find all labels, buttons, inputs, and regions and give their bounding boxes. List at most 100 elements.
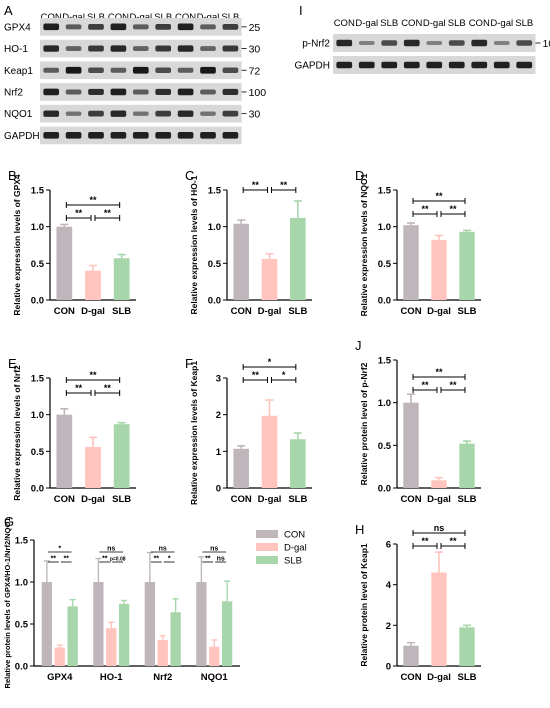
y-tick-label: 0.5: [378, 259, 392, 270]
bar-con: [56, 414, 73, 488]
blot-band: [177, 88, 194, 96]
x-tick-label: CON: [400, 306, 421, 317]
protein-label: GAPDH: [4, 131, 40, 142]
chart-panel-c: C 0.0 0.5 1.0 1.5 Relative expression levels …: [185, 168, 312, 317]
blot-band: [65, 111, 82, 116]
blot-band: [110, 45, 127, 52]
mw-label: 100: [543, 38, 550, 50]
y-tick-label: 0: [386, 662, 391, 673]
blot-band: [155, 110, 172, 117]
bar-d-gal: [431, 239, 447, 300]
sig-label: **: [252, 180, 260, 190]
panel-letter: I: [299, 3, 303, 18]
blot-band: [381, 61, 398, 69]
protein-label: HO-1: [4, 44, 28, 55]
blot-band: [493, 41, 510, 45]
sig-label: **: [205, 556, 211, 563]
sig-label: **: [449, 380, 457, 390]
y-tick-label: 2: [386, 621, 391, 632]
x-tick-label: GPX4: [47, 672, 73, 683]
sig-label: **: [421, 380, 429, 390]
blot-band: [132, 111, 149, 116]
protein-label: p-Nrf2: [302, 39, 330, 50]
blot-band: [177, 45, 194, 52]
blot-band: [132, 66, 149, 74]
bar-con: [233, 448, 249, 488]
panel-letter: B: [8, 168, 17, 183]
blot-band: [200, 66, 216, 74]
blot-band: [403, 61, 420, 69]
y-axis-label: Relative protein level of Keap1: [359, 543, 369, 667]
y-tick-label: 1.5: [31, 374, 45, 385]
blot-band: [516, 40, 533, 46]
y-axis-label: Relative expression levels of Nrf2: [12, 365, 22, 501]
lane-label: D-gal: [490, 18, 513, 29]
y-tick-label: 0.5: [31, 259, 45, 270]
sig-label: ns: [434, 523, 445, 533]
x-tick-label: HO-1: [100, 672, 123, 683]
bar-d-gal: [106, 628, 117, 666]
blot-band: [155, 132, 172, 139]
blot-band: [177, 23, 194, 31]
chart-panel-j: J 0.0 0.5 1.0 1.5 Relative protein level of p…: [355, 338, 481, 505]
blot-band: [88, 132, 104, 139]
blot-band: [516, 61, 533, 69]
blot-band: [200, 24, 216, 30]
blot-band: [222, 23, 239, 30]
sig-label: **: [421, 536, 429, 546]
mw-label: 30: [249, 44, 261, 56]
blot-band: [426, 61, 443, 69]
chart-panel-e: E 0.0 0.5 1.0 1.5 Relative expression levels …: [8, 356, 136, 505]
chart-panel-f: F 0 1 2 3 Relative expression levels of Keap1…: [185, 356, 312, 505]
y-tick-label: 0.5: [378, 441, 392, 452]
y-tick-label: 1.0: [31, 222, 44, 233]
lane-label: D-gal: [355, 18, 378, 29]
mw-label: 72: [249, 65, 261, 77]
lane-label: CON: [334, 18, 355, 29]
blot-band: [381, 40, 398, 46]
x-tick-label: SLB: [458, 672, 477, 683]
protein-label: Nrf2: [4, 87, 23, 98]
bar-slb: [221, 601, 233, 666]
lane-label: CON: [41, 12, 62, 23]
panel-letter: A: [4, 3, 13, 18]
y-axis-label: Relative protein levels of GPX4/HO-1/Nrf…: [3, 518, 12, 689]
blot-band: [448, 61, 465, 69]
lane-label: SLB: [87, 12, 105, 23]
blot-band: [177, 67, 194, 73]
sig-label: **: [102, 556, 108, 563]
blot-band: [65, 46, 82, 51]
sig-label: **: [89, 370, 97, 380]
sig-label: *: [58, 546, 61, 553]
x-tick-label: SLB: [288, 306, 307, 317]
blot-band: [88, 88, 104, 96]
sig-label: **: [75, 208, 83, 218]
x-tick-label: D-gal: [427, 494, 451, 505]
blot-band: [200, 111, 216, 116]
blot-band: [88, 45, 104, 52]
bar-con: [56, 226, 73, 300]
blot-band: [155, 23, 172, 30]
bar-con: [403, 402, 419, 488]
blot-band: [132, 132, 149, 139]
sig-label: ns: [217, 556, 225, 563]
y-tick-label: 0: [216, 484, 221, 495]
blot-band: [43, 67, 60, 73]
blot-band: [358, 61, 375, 69]
y-tick-label: 0.0: [208, 296, 221, 307]
blot-band: [222, 110, 239, 117]
blot-band: [65, 132, 82, 139]
sig-label: p=0.08: [110, 557, 126, 563]
blot-band: [110, 110, 127, 117]
blot-band: [88, 23, 104, 30]
sig-label: **: [435, 191, 443, 201]
legend-swatch: [256, 556, 278, 564]
bar-con: [233, 223, 249, 300]
lane-label: D-gal: [423, 18, 446, 29]
x-tick-label: CON: [231, 306, 252, 317]
blot-band: [43, 132, 60, 139]
